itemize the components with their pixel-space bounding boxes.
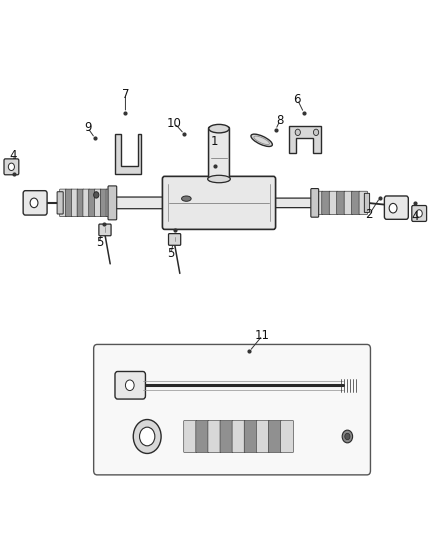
- FancyBboxPatch shape: [329, 191, 338, 215]
- FancyBboxPatch shape: [344, 191, 353, 215]
- Circle shape: [345, 433, 350, 440]
- FancyBboxPatch shape: [220, 421, 233, 453]
- FancyBboxPatch shape: [162, 176, 276, 229]
- Text: 8: 8: [276, 114, 284, 127]
- Circle shape: [94, 192, 99, 198]
- FancyBboxPatch shape: [4, 159, 19, 175]
- FancyBboxPatch shape: [364, 193, 370, 213]
- FancyBboxPatch shape: [272, 198, 316, 208]
- FancyBboxPatch shape: [256, 421, 269, 453]
- FancyBboxPatch shape: [337, 191, 345, 215]
- FancyBboxPatch shape: [94, 344, 371, 475]
- Polygon shape: [289, 126, 321, 152]
- FancyBboxPatch shape: [23, 191, 47, 215]
- FancyBboxPatch shape: [311, 189, 319, 217]
- Text: 2: 2: [365, 208, 373, 221]
- Text: 10: 10: [167, 117, 182, 130]
- Ellipse shape: [182, 196, 191, 201]
- FancyBboxPatch shape: [100, 189, 107, 216]
- FancyBboxPatch shape: [71, 189, 78, 216]
- FancyBboxPatch shape: [77, 189, 84, 216]
- FancyBboxPatch shape: [208, 127, 230, 181]
- FancyBboxPatch shape: [352, 191, 360, 215]
- Circle shape: [342, 430, 353, 443]
- Circle shape: [295, 129, 300, 135]
- Ellipse shape: [209, 124, 229, 133]
- Text: 11: 11: [255, 329, 270, 342]
- FancyBboxPatch shape: [108, 186, 117, 220]
- FancyBboxPatch shape: [106, 189, 113, 216]
- FancyBboxPatch shape: [385, 196, 408, 219]
- Text: 9: 9: [84, 121, 91, 134]
- FancyBboxPatch shape: [60, 189, 67, 216]
- FancyBboxPatch shape: [412, 206, 427, 221]
- FancyBboxPatch shape: [169, 233, 181, 245]
- FancyBboxPatch shape: [322, 191, 330, 215]
- FancyBboxPatch shape: [280, 421, 293, 453]
- Text: 1: 1: [211, 135, 219, 148]
- Text: 4: 4: [411, 209, 419, 223]
- Polygon shape: [115, 134, 141, 174]
- FancyBboxPatch shape: [99, 224, 111, 236]
- FancyBboxPatch shape: [57, 192, 63, 214]
- Circle shape: [133, 419, 161, 454]
- FancyBboxPatch shape: [244, 421, 257, 453]
- Circle shape: [416, 210, 422, 217]
- FancyBboxPatch shape: [115, 372, 145, 399]
- FancyBboxPatch shape: [66, 189, 72, 216]
- Text: 6: 6: [293, 93, 301, 106]
- FancyBboxPatch shape: [112, 197, 166, 209]
- Circle shape: [389, 204, 397, 213]
- FancyBboxPatch shape: [208, 421, 221, 453]
- Ellipse shape: [251, 134, 272, 147]
- FancyBboxPatch shape: [232, 421, 245, 453]
- Circle shape: [125, 380, 134, 391]
- Text: 5: 5: [95, 236, 103, 249]
- Text: 7: 7: [122, 87, 129, 101]
- FancyBboxPatch shape: [196, 421, 209, 453]
- FancyBboxPatch shape: [95, 189, 101, 216]
- FancyBboxPatch shape: [184, 421, 197, 453]
- Circle shape: [30, 198, 38, 208]
- Circle shape: [140, 427, 155, 446]
- FancyBboxPatch shape: [83, 189, 90, 216]
- FancyBboxPatch shape: [89, 189, 95, 216]
- Circle shape: [314, 129, 319, 135]
- Text: 4: 4: [10, 149, 18, 161]
- Ellipse shape: [208, 175, 230, 183]
- FancyBboxPatch shape: [314, 191, 323, 215]
- Circle shape: [8, 163, 14, 171]
- Text: 5: 5: [167, 247, 175, 260]
- FancyBboxPatch shape: [359, 191, 367, 215]
- FancyBboxPatch shape: [268, 421, 281, 453]
